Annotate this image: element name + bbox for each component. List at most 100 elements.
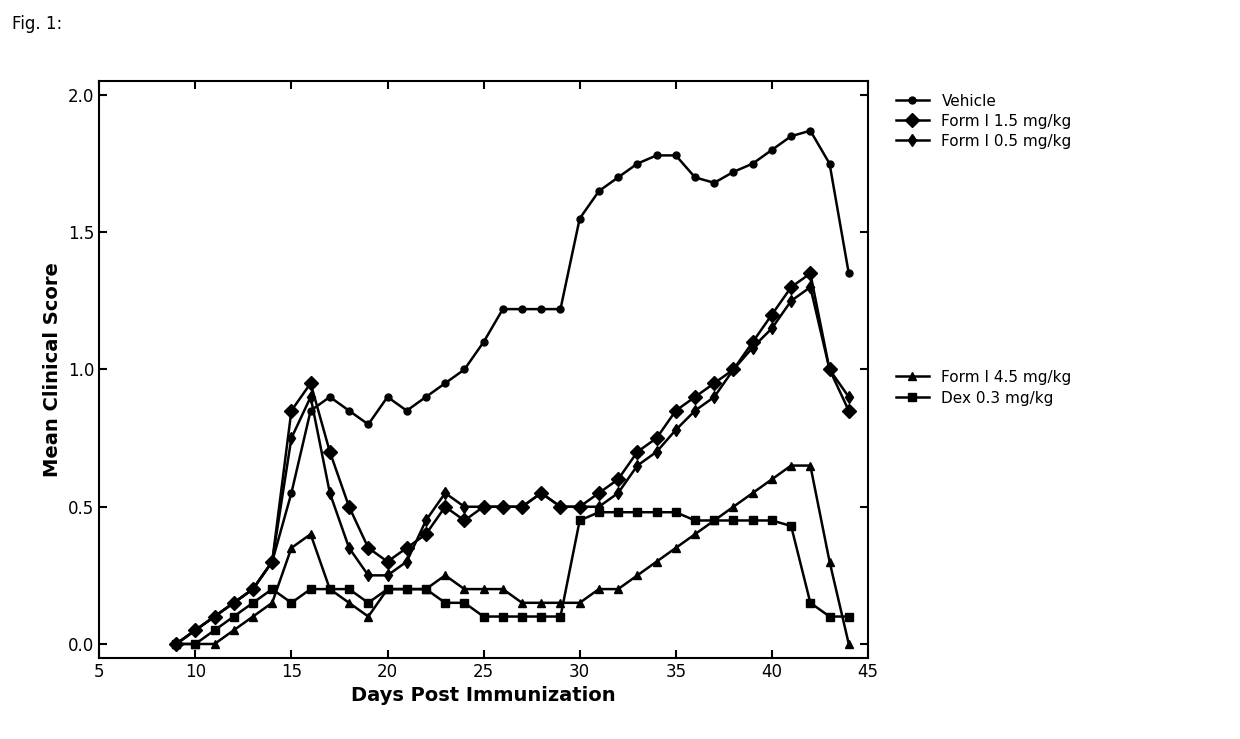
Form I 4.5 mg/kg [745, 488, 760, 497]
Form I 4.5 mg/kg [822, 557, 837, 566]
Form I 4.5 mg/kg [610, 585, 625, 593]
Line: Form I 1.5 mg/kg: Form I 1.5 mg/kg [171, 268, 853, 649]
Dex 0.3 mg/kg [707, 516, 722, 525]
Form I 4.5 mg/kg [784, 461, 799, 470]
Line: Form I 4.5 mg/kg: Form I 4.5 mg/kg [172, 461, 853, 648]
Vehicle [804, 126, 818, 135]
Form I 4.5 mg/kg [553, 599, 568, 607]
Form I 1.5 mg/kg [822, 365, 837, 374]
Vehicle [188, 626, 203, 635]
Form I 4.5 mg/kg [572, 599, 588, 607]
Vehicle [745, 159, 760, 168]
Vehicle [841, 269, 856, 278]
Form I 0.5 mg/kg [553, 503, 568, 511]
Dex 0.3 mg/kg [610, 508, 625, 517]
Form I 1.5 mg/kg [533, 488, 548, 497]
Form I 4.5 mg/kg [630, 571, 645, 580]
Form I 4.5 mg/kg [725, 503, 740, 511]
Form I 0.5 mg/kg [418, 516, 434, 525]
Vehicle [687, 173, 702, 182]
Form I 4.5 mg/kg [188, 639, 203, 648]
Form I 0.5 mg/kg [342, 543, 357, 552]
Dex 0.3 mg/kg [226, 612, 241, 621]
Vehicle [361, 420, 376, 429]
Vehicle [456, 365, 471, 374]
Form I 0.5 mg/kg [361, 571, 376, 580]
Dex 0.3 mg/kg [265, 585, 280, 593]
Vehicle [322, 392, 337, 401]
Vehicle [379, 392, 394, 401]
Form I 1.5 mg/kg [476, 503, 491, 511]
Form I 0.5 mg/kg [630, 461, 645, 470]
Form I 1.5 mg/kg [745, 338, 760, 347]
Form I 1.5 mg/kg [784, 283, 799, 292]
Form I 1.5 mg/kg [342, 503, 357, 511]
Form I 1.5 mg/kg [804, 269, 818, 278]
Form I 0.5 mg/kg [476, 503, 491, 511]
Vehicle [169, 639, 184, 648]
Form I 0.5 mg/kg [610, 488, 625, 497]
Form I 1.5 mg/kg [553, 503, 568, 511]
Dex 0.3 mg/kg [745, 516, 760, 525]
Vehicle [764, 146, 779, 154]
Dex 0.3 mg/kg [841, 612, 856, 621]
Legend: Form I 4.5 mg/kg, Dex 0.3 mg/kg: Form I 4.5 mg/kg, Dex 0.3 mg/kg [892, 366, 1076, 410]
Vehicle [572, 214, 588, 223]
Form I 0.5 mg/kg [764, 324, 779, 333]
Form I 4.5 mg/kg [515, 599, 529, 607]
Form I 4.5 mg/kg [265, 599, 280, 607]
Form I 0.5 mg/kg [379, 571, 394, 580]
Vehicle [591, 187, 606, 196]
Form I 0.5 mg/kg [456, 503, 471, 511]
Form I 1.5 mg/kg [379, 557, 394, 566]
Form I 1.5 mg/kg [841, 406, 856, 415]
Form I 0.5 mg/kg [687, 406, 702, 415]
Vehicle [533, 304, 548, 313]
Form I 1.5 mg/kg [438, 503, 453, 511]
Form I 0.5 mg/kg [226, 599, 241, 607]
Dex 0.3 mg/kg [553, 612, 568, 621]
Vehicle [668, 151, 683, 160]
Form I 4.5 mg/kg [322, 585, 337, 593]
Form I 1.5 mg/kg [591, 488, 606, 497]
Text: Fig. 1:: Fig. 1: [12, 15, 63, 33]
Dex 0.3 mg/kg [630, 508, 645, 517]
Form I 1.5 mg/kg [265, 557, 280, 566]
Form I 0.5 mg/kg [572, 503, 588, 511]
Form I 1.5 mg/kg [764, 310, 779, 319]
Form I 0.5 mg/kg [515, 503, 529, 511]
Dex 0.3 mg/kg [379, 585, 394, 593]
Dex 0.3 mg/kg [591, 508, 606, 517]
Dex 0.3 mg/kg [533, 612, 548, 621]
Dex 0.3 mg/kg [784, 522, 799, 531]
Form I 4.5 mg/kg [650, 557, 665, 566]
Form I 4.5 mg/kg [668, 543, 683, 552]
Form I 4.5 mg/kg [438, 571, 453, 580]
Form I 1.5 mg/kg [361, 543, 376, 552]
Form I 4.5 mg/kg [456, 585, 471, 593]
Dex 0.3 mg/kg [804, 599, 818, 607]
Dex 0.3 mg/kg [515, 612, 529, 621]
Vehicle [438, 379, 453, 388]
Y-axis label: Mean Clinical Score: Mean Clinical Score [43, 262, 62, 477]
Form I 4.5 mg/kg [303, 530, 317, 539]
Form I 1.5 mg/kg [207, 612, 222, 621]
Form I 0.5 mg/kg [745, 343, 760, 352]
Form I 0.5 mg/kg [495, 503, 511, 511]
Vehicle [284, 488, 299, 497]
Form I 0.5 mg/kg [668, 426, 683, 435]
Form I 1.5 mg/kg [456, 516, 471, 525]
Dex 0.3 mg/kg [687, 516, 702, 525]
Vehicle [399, 406, 414, 415]
Form I 4.5 mg/kg [687, 530, 702, 539]
Dex 0.3 mg/kg [668, 508, 683, 517]
Form I 0.5 mg/kg [265, 557, 280, 566]
Form I 1.5 mg/kg [687, 392, 702, 401]
Form I 4.5 mg/kg [418, 585, 434, 593]
Form I 4.5 mg/kg [342, 599, 357, 607]
Form I 1.5 mg/kg [650, 434, 665, 443]
Form I 1.5 mg/kg [495, 503, 511, 511]
Form I 1.5 mg/kg [322, 447, 337, 456]
Form I 4.5 mg/kg [495, 585, 511, 593]
Dex 0.3 mg/kg [188, 639, 203, 648]
